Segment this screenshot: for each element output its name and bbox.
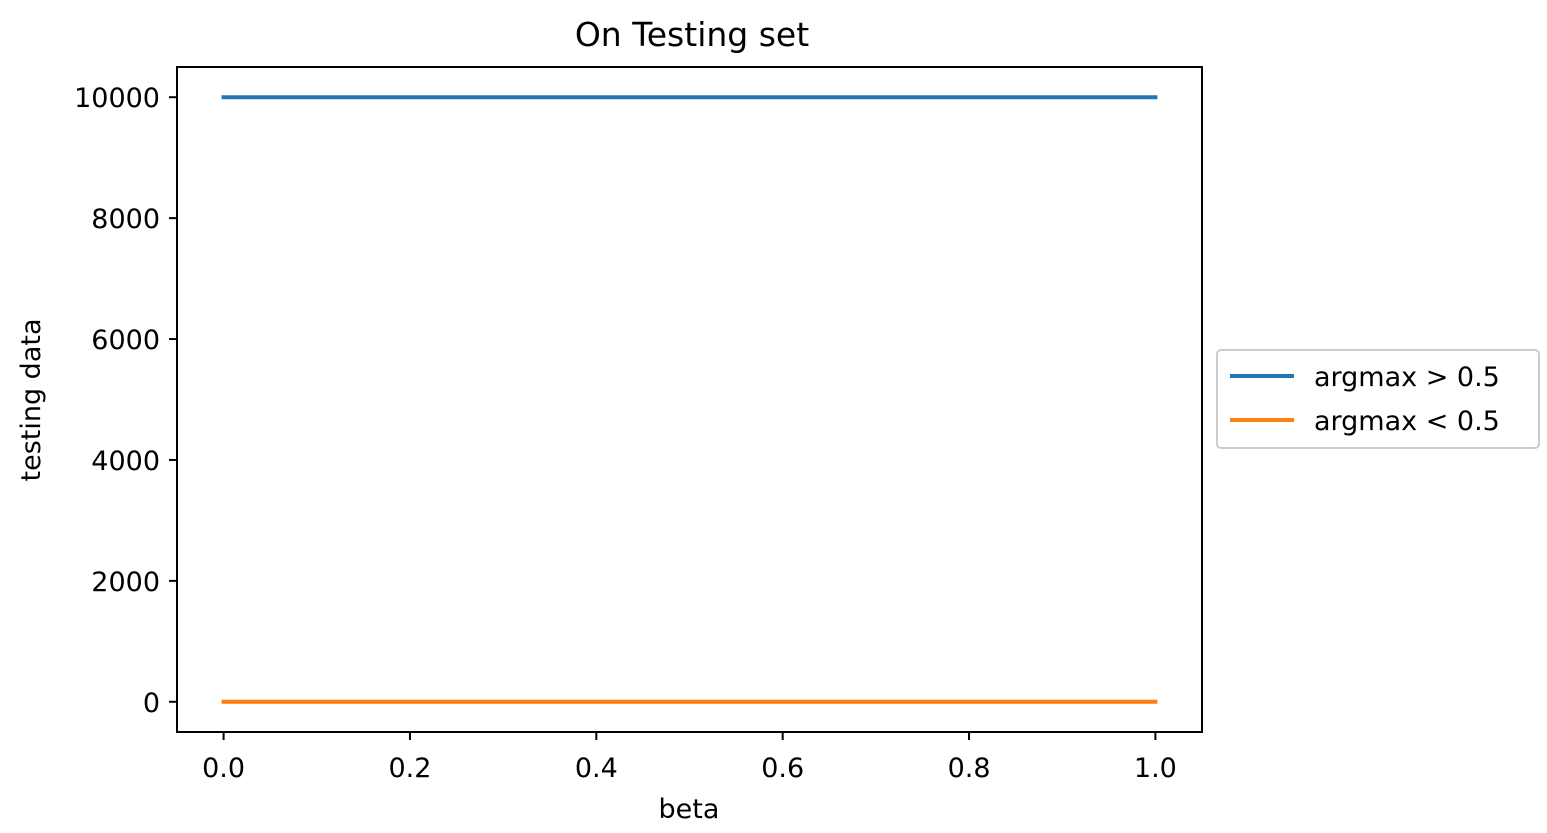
x-tick-label: 0.8 xyxy=(948,753,991,784)
x-axis-ticks: 0.0 0.2 0.4 0.6 0.8 1.0 xyxy=(202,732,1177,784)
y-tick-label: 10000 xyxy=(74,83,160,114)
legend-label: argmax < 0.5 xyxy=(1314,406,1500,437)
x-tick-label: 0.2 xyxy=(388,753,431,784)
y-axis-ticks: 0 2000 4000 6000 8000 10000 xyxy=(74,83,177,719)
y-tick-label: 8000 xyxy=(91,204,160,235)
x-tick-label: 0.4 xyxy=(575,753,618,784)
legend-label: argmax > 0.5 xyxy=(1314,362,1500,393)
x-tick-label: 0.0 xyxy=(202,753,245,784)
plot-area-frame xyxy=(176,66,1203,733)
y-tick-label: 6000 xyxy=(91,325,160,356)
x-tick-label: 0.6 xyxy=(761,753,804,784)
y-tick-label: 2000 xyxy=(91,567,160,598)
series-lines xyxy=(221,95,1158,704)
x-tick-label: 1.0 xyxy=(1134,753,1177,784)
legend: argmax > 0.5 argmax < 0.5 xyxy=(1216,349,1540,449)
chart-title: On Testing set xyxy=(575,15,809,54)
y-axis-label: testing data xyxy=(16,318,47,481)
x-axis-label: beta xyxy=(659,794,720,825)
y-tick-label: 4000 xyxy=(91,446,160,477)
legend-box xyxy=(1216,349,1540,449)
y-tick-label: 0 xyxy=(143,688,160,719)
